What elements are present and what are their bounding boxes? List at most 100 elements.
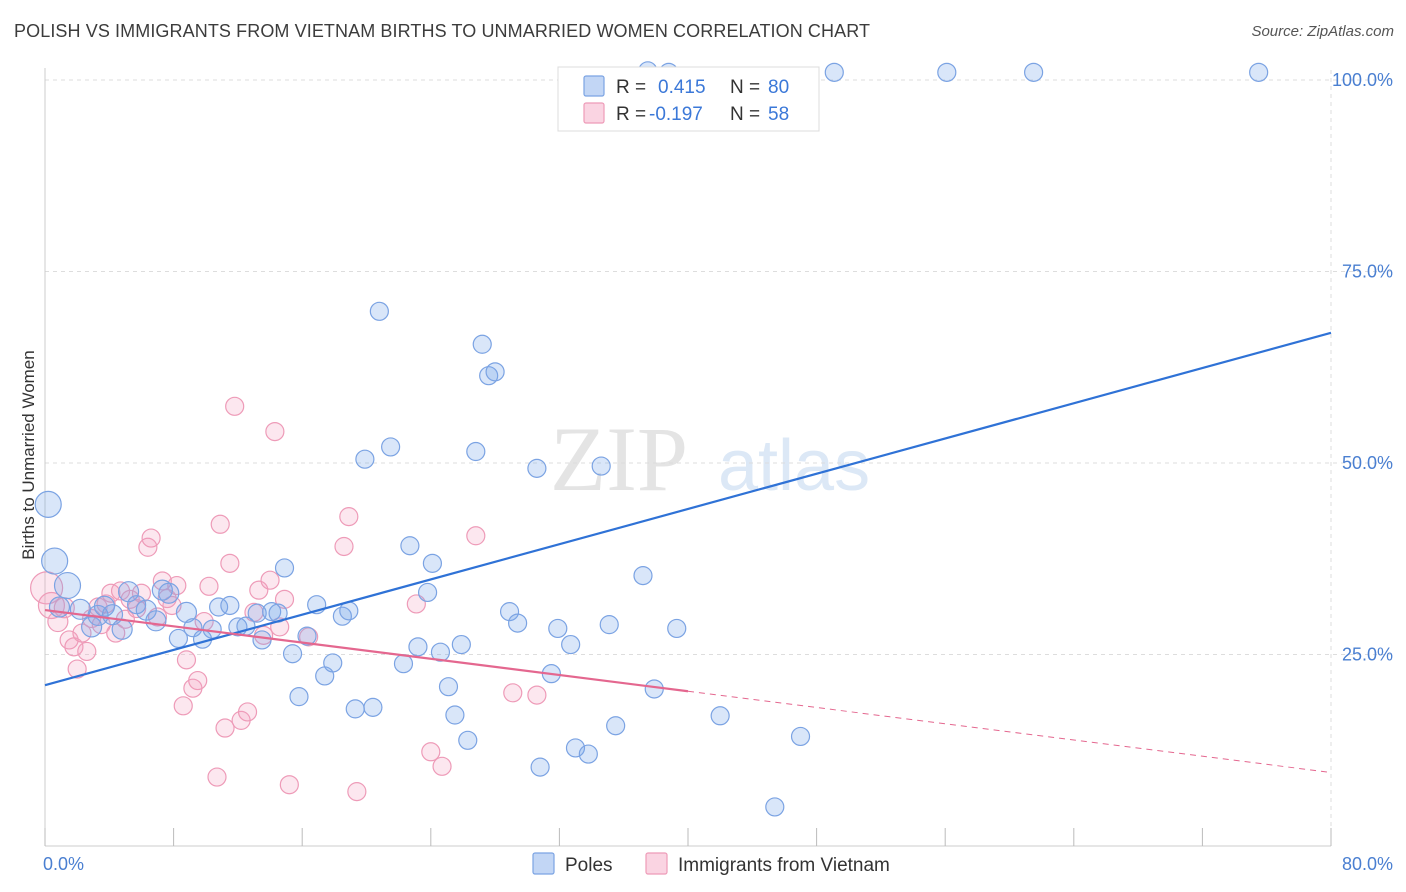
vietnam-point <box>215 718 235 738</box>
poles-r-label: R = <box>616 77 646 98</box>
poles-point <box>332 606 352 626</box>
poles-point <box>48 596 71 618</box>
stats-legend: R = 0.415 N = 80 R = -0.197 N = 58 <box>557 66 820 132</box>
poles-point <box>599 615 619 635</box>
poles-point <box>485 362 505 382</box>
poles-point <box>252 630 272 650</box>
poles-point <box>175 601 198 623</box>
poles-point <box>824 62 844 82</box>
poles-point <box>363 697 383 717</box>
poles-bottom-swatch <box>532 852 555 875</box>
vietnam-point <box>260 570 280 590</box>
chart-title: POLISH VS IMMIGRANTS FROM VIETNAM BIRTHS… <box>14 21 871 41</box>
poles-n-value: 80 <box>768 77 789 98</box>
bottom-legend: Poles Immigrants from Vietnam <box>532 852 890 876</box>
vietnam-point <box>152 571 172 591</box>
poles-point <box>202 619 222 639</box>
vietnam-trend-extension <box>687 690 1332 773</box>
y-axis-title: Births to Unmarried Women <box>19 350 38 559</box>
poles-point <box>247 603 267 623</box>
vietnam-n-value: 58 <box>768 104 789 125</box>
vietnam-point <box>173 696 193 716</box>
y-tick-label: 75.0% <box>1342 262 1393 282</box>
vietnam-point <box>299 627 319 647</box>
poles-point <box>548 618 568 639</box>
poles-point <box>93 595 116 617</box>
vietnam-point <box>503 683 523 703</box>
vietnam-point <box>466 526 486 546</box>
poles-point <box>527 458 547 478</box>
tick-labels: 25.0% 50.0% 75.0% 100.0% 0.0% 80.0% <box>43 70 1393 874</box>
vietnam-n-label: N = <box>730 104 760 125</box>
vietnam-point <box>207 767 227 787</box>
x-tick-label: 0.0% <box>43 854 84 874</box>
axes <box>44 68 1332 847</box>
vietnam-point <box>210 514 230 534</box>
poles-point <box>381 437 401 457</box>
poles-point <box>393 654 414 674</box>
poles-point <box>369 301 389 321</box>
poles-point <box>111 618 133 640</box>
vietnam-bottom-label: Immigrants from Vietnam <box>678 855 890 876</box>
y-tick-label: 100.0% <box>1332 70 1393 90</box>
poles-point <box>606 716 626 736</box>
poles-point <box>297 626 317 646</box>
poles-point <box>323 653 343 673</box>
poles-point <box>937 62 957 82</box>
poles-point <box>499 602 520 622</box>
poles-point <box>274 558 295 578</box>
vietnam-point <box>188 670 208 691</box>
poles-point <box>591 456 611 476</box>
poles-point <box>262 602 282 622</box>
vietnam-point <box>225 396 245 416</box>
poles-legend-swatch <box>583 75 605 97</box>
watermark-zip: ZIP <box>550 408 688 510</box>
vietnam-point <box>527 685 547 705</box>
poles-point <box>667 618 687 639</box>
poles-point <box>1249 62 1269 82</box>
poles-point <box>633 566 653 586</box>
poles-point <box>53 571 82 600</box>
poles-bottom-label: Poles <box>565 855 613 876</box>
poles-point <box>400 536 420 556</box>
poles-point <box>145 610 167 632</box>
poles-point <box>561 634 581 655</box>
poles-point <box>41 547 69 575</box>
vietnam-point <box>96 594 116 614</box>
vietnam-point <box>421 742 441 762</box>
vietnam-point <box>141 528 161 548</box>
vietnam-point <box>347 782 367 802</box>
vietnam-point <box>279 775 299 795</box>
vietnam-point <box>220 553 240 573</box>
vietnam-point <box>77 641 97 662</box>
poles-point <box>644 679 664 699</box>
y-tick-label: 25.0% <box>1342 645 1393 665</box>
poles-r-value: 0.415 <box>658 77 706 98</box>
vietnam-point <box>199 576 219 596</box>
poles-point <box>578 744 598 764</box>
vietnam-point <box>265 421 285 442</box>
poles-point <box>1024 62 1044 82</box>
poles-point <box>765 797 785 817</box>
vietnam-legend-swatch <box>583 102 605 124</box>
poles-point <box>458 730 478 750</box>
poles-point <box>790 726 811 747</box>
vietnam-point <box>334 536 354 557</box>
trend-lines <box>44 331 1332 773</box>
poles-point <box>158 582 180 604</box>
poles-point <box>472 334 492 354</box>
poles-point <box>508 613 528 633</box>
poles-point <box>34 490 62 518</box>
poles-point <box>422 553 443 573</box>
poles-point <box>438 677 459 697</box>
poles-point <box>345 699 365 719</box>
vietnam-point <box>406 594 426 614</box>
source-label: Source: ZipAtlas.com <box>1251 23 1394 40</box>
poles-point <box>430 642 451 662</box>
vietnam-r-value: -0.197 <box>649 104 703 125</box>
poles-point <box>710 706 730 726</box>
poles-point <box>289 687 309 707</box>
poles-point <box>220 595 240 616</box>
poles-point <box>417 582 438 603</box>
